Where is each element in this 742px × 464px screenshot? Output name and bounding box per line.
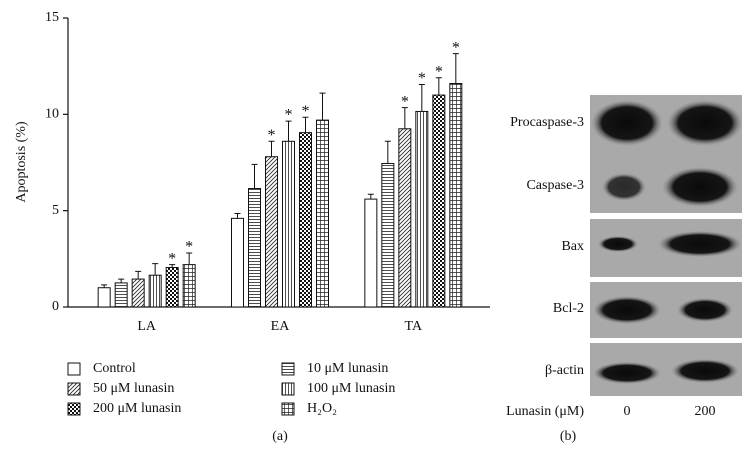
legend-label: H₂O₂ [307, 401, 337, 416]
bar [165, 267, 179, 308]
y-axis-label: Apoptosis (%) [14, 121, 29, 203]
error-bar [285, 120, 292, 142]
bar [248, 188, 261, 308]
bar [97, 287, 111, 308]
error-bar [401, 107, 408, 129]
error-bar [452, 53, 459, 84]
legend-swatch [67, 402, 81, 416]
error-bar [234, 213, 241, 219]
error-bar [319, 92, 326, 121]
significance-marker: * [185, 239, 193, 256]
significance-marker: * [285, 107, 293, 124]
error-bar [268, 140, 275, 157]
bar [148, 274, 162, 308]
legend-label: 50 μM lunasin [93, 381, 174, 396]
error-bar [367, 193, 374, 200]
significance-marker: * [401, 93, 409, 110]
bar [316, 119, 329, 308]
blot-row-label: Caspase-3 [526, 178, 584, 193]
bar [364, 198, 378, 308]
blot-row-label: Procaspase-3 [510, 115, 584, 130]
bar [131, 278, 145, 308]
bar [282, 140, 295, 308]
y-tick-label: 5 [52, 203, 59, 218]
x-tick-label: LA [137, 319, 157, 334]
error-bar [384, 140, 391, 164]
blot-image [590, 95, 742, 396]
error-bar [169, 264, 176, 268]
y-tick-label: 10 [45, 107, 59, 122]
error-bar [101, 284, 108, 288]
legend-swatch [67, 382, 81, 396]
legend-swatch [67, 362, 81, 376]
bar [398, 128, 412, 308]
panel-label: (b) [560, 429, 577, 444]
bar [432, 94, 446, 308]
bar [449, 83, 463, 308]
significance-marker: * [435, 63, 443, 80]
legend-label: 10 μM lunasin [307, 361, 388, 376]
legend-swatch [281, 362, 295, 376]
bar [299, 132, 312, 308]
significance-marker: * [302, 103, 310, 120]
bar [381, 162, 395, 308]
blot-row-label: Bax [561, 239, 584, 254]
bar [415, 110, 429, 308]
y-tick-label: 0 [52, 299, 59, 314]
blot-x-label: Lunasin (μM) [506, 404, 584, 419]
blot-lane-label: 200 [695, 404, 716, 419]
significance-marker: * [418, 70, 426, 87]
significance-marker: * [268, 127, 276, 144]
blot-lane-label: 0 [624, 404, 631, 419]
bar [231, 217, 244, 308]
legend-swatch [281, 382, 295, 396]
x-tick-label: EA [271, 319, 291, 334]
legend-label: 100 μM lunasin [307, 381, 395, 396]
error-bar [152, 263, 159, 276]
bar [114, 282, 128, 308]
panel-label: (a) [272, 429, 288, 444]
error-bar [302, 116, 309, 133]
x-tick-label: TA [405, 319, 423, 334]
bar [265, 156, 278, 308]
legend-label: Control [93, 361, 136, 376]
blot-row-label: β-actin [545, 363, 584, 378]
error-bar [135, 270, 142, 280]
error-bar [251, 163, 258, 189]
blot-row-label: Bcl-2 [553, 301, 584, 316]
bar [182, 264, 196, 308]
significance-marker: * [452, 39, 460, 56]
legend-label: 200 μM lunasin [93, 401, 181, 416]
error-bar [435, 77, 442, 96]
error-bar [118, 278, 125, 283]
error-bar [186, 252, 193, 265]
legend-swatch [281, 402, 295, 416]
significance-marker: * [168, 250, 176, 267]
error-bar [418, 83, 425, 112]
y-tick-label: 15 [45, 10, 59, 25]
